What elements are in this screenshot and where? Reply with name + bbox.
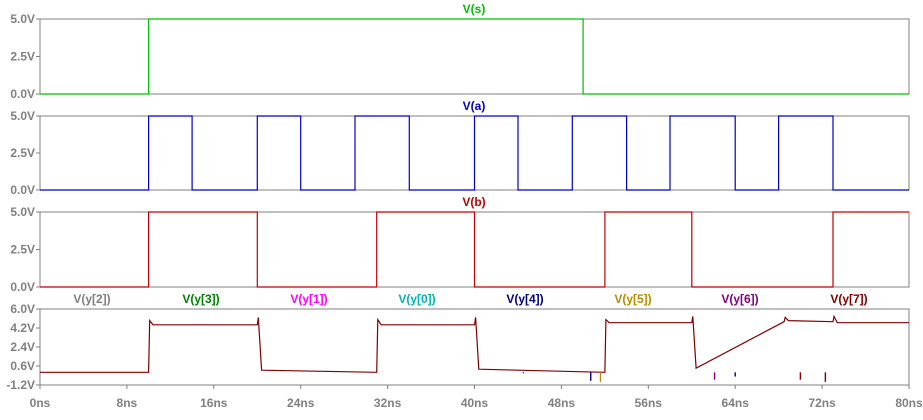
x-tick-label: 40ns [461, 396, 489, 410]
panel-frame [39, 18, 910, 95]
legend-entry: V(y[3]) [182, 292, 219, 306]
y-tick-label: 2.5V [10, 146, 35, 160]
y-tick-label: 2.5V [10, 243, 35, 257]
y-tick-label: 2.5V [10, 50, 35, 64]
y-tick-label: 0.0V [10, 280, 35, 294]
x-tick-label: 24ns [287, 396, 315, 410]
x-tick-label: 64ns [722, 396, 750, 410]
panel-title: V(a) [463, 99, 486, 113]
y-tick-label: 0.0V [10, 87, 35, 101]
y-tick-label: 5.0V [10, 205, 35, 219]
x-tick-label: 80ns [895, 396, 923, 410]
x-tick-label: 48ns [548, 396, 576, 410]
legend-entry: V(y[7]) [830, 292, 867, 306]
x-tick-label: 8ns [117, 396, 138, 410]
y-tick-label: 0.6V [10, 359, 35, 373]
x-tick-label: 32ns [374, 396, 402, 410]
legend-entry: V(y[1]) [290, 292, 327, 306]
y-tick-label: 5.0V [10, 109, 35, 123]
legend-entry: V(y[0]) [398, 292, 435, 306]
series-line-v-b- [40, 211, 909, 288]
legend-entry: V(y[6]) [721, 292, 758, 306]
legend-entry: V(y[5]) [614, 292, 651, 306]
series-line-v-a- [40, 115, 909, 191]
panel-title: V(b) [462, 195, 485, 209]
series-line-v-y-7- [40, 314, 909, 373]
y-tick-label: 2.4V [10, 340, 35, 354]
x-tick-label: 72ns [808, 396, 836, 410]
y-tick-label: 0.0V [10, 183, 35, 197]
x-tick-label: 56ns [635, 396, 663, 410]
y-tick-label: 5.0V [10, 12, 35, 26]
y-tick-label: -1.2V [6, 378, 35, 392]
legend-entry: V(y[4]) [506, 292, 543, 306]
legend-entry: V(y[2]) [73, 292, 110, 306]
y-tick-label: 4.2V [10, 321, 35, 335]
x-tick-label: 0ns [30, 396, 51, 410]
y-tick-label: 6.0V [10, 302, 35, 316]
panel-title: V(s) [463, 2, 486, 16]
x-tick-label: 16ns [200, 396, 228, 410]
series-line-v-s- [40, 18, 909, 95]
panel-frame [39, 308, 910, 386]
